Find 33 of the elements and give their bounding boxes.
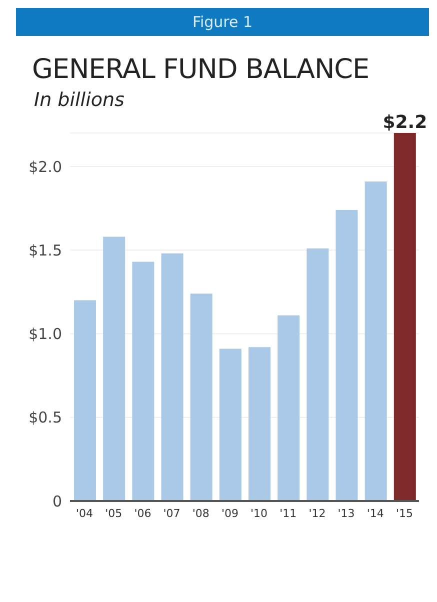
bar bbox=[248, 347, 270, 501]
caption: Figure 1 bbox=[16, 8, 429, 36]
x-tick-label: '07 bbox=[163, 506, 180, 520]
x-tick-label: '04 bbox=[76, 506, 94, 520]
y-tick-label: $0.5 bbox=[28, 408, 62, 427]
bar bbox=[306, 248, 329, 501]
y-tick-label: $1.0 bbox=[28, 325, 62, 344]
x-tick-label: '06 bbox=[134, 506, 152, 520]
y-tick-label: $2.0 bbox=[28, 158, 62, 176]
bar bbox=[364, 182, 387, 501]
x-tick-label: '09 bbox=[221, 506, 238, 520]
x-tick-label: '14 bbox=[366, 506, 384, 520]
x-tick-label: '13 bbox=[338, 506, 355, 520]
x-tick-label: '10 bbox=[250, 506, 268, 520]
bar bbox=[161, 253, 184, 501]
x-tick-label: '15 bbox=[396, 506, 413, 520]
chart-subtitle: In billions bbox=[34, 89, 126, 111]
y-tick-label: 0 bbox=[52, 492, 62, 510]
bar bbox=[74, 300, 96, 501]
bar bbox=[103, 236, 126, 501]
bar bbox=[190, 294, 212, 501]
x-tick-label: '12 bbox=[308, 506, 326, 520]
x-tick-label: '05 bbox=[105, 506, 122, 520]
bar bbox=[219, 348, 242, 501]
bar bbox=[132, 262, 154, 501]
y-tick-label: $1.5 bbox=[28, 241, 62, 260]
bar bbox=[336, 210, 358, 501]
chart-title: GENERAL FUND BALANCE bbox=[32, 54, 370, 85]
bar bbox=[394, 133, 416, 501]
data-label: $2.2 bbox=[382, 112, 428, 133]
x-tick-label: '11 bbox=[280, 506, 297, 520]
bar bbox=[278, 315, 300, 501]
x-tick-label: '08 bbox=[192, 506, 210, 520]
